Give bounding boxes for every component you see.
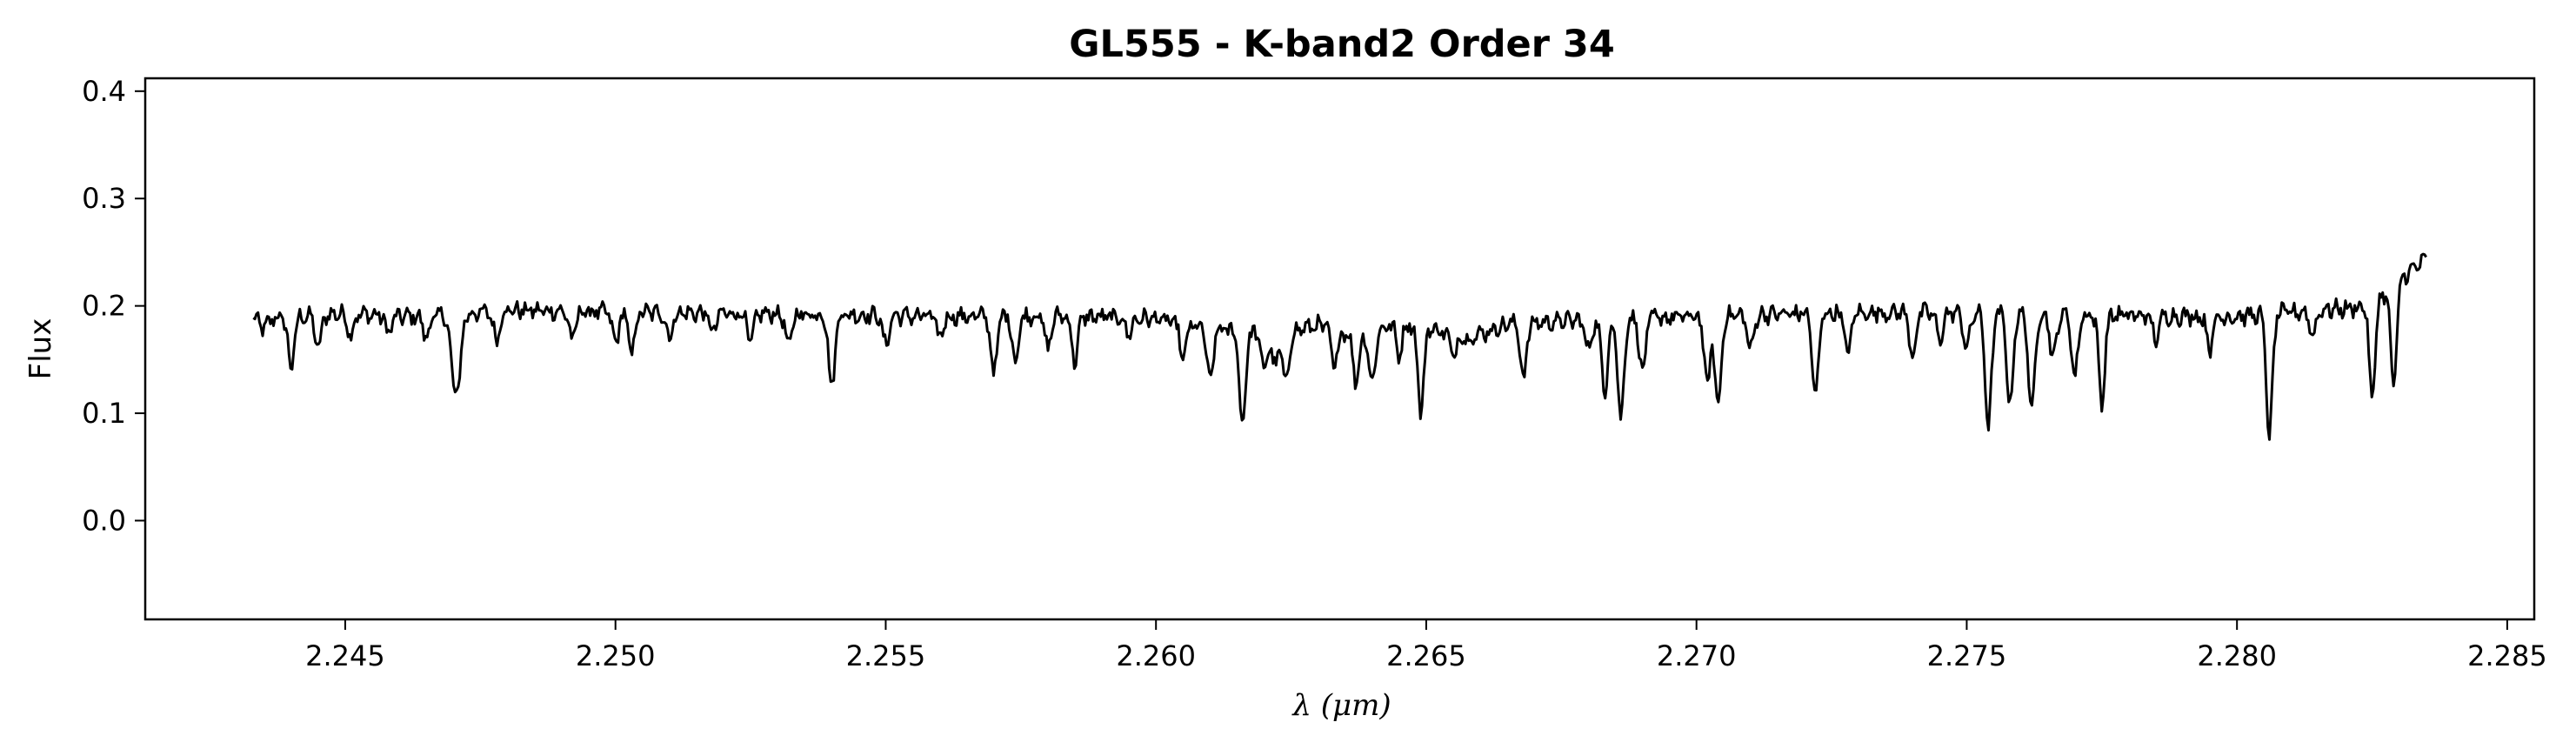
x-tick-label: 2.245 xyxy=(305,639,385,672)
x-tick-label: 2.250 xyxy=(576,639,656,672)
chart-title: GL555 - K-band2 Order 34 xyxy=(1069,23,1614,66)
x-axis-label: λ (μm) xyxy=(1291,688,1391,723)
x-tick-label: 2.260 xyxy=(1116,639,1196,672)
plot-area xyxy=(252,252,2427,441)
y-axis: 0.0 0.1 0.2 0.3 0.4 xyxy=(82,75,145,537)
axes-frame xyxy=(143,77,2536,621)
x-tick-label: 2.265 xyxy=(1386,639,1466,672)
x-axis: 2.245 2.250 2.255 2.260 2.265 2.270 2.275 2.280… xyxy=(305,619,2547,672)
y-tick-label: 0.3 xyxy=(82,182,126,215)
y-axis-label: Flux xyxy=(23,318,58,380)
y-tick-label: 0.1 xyxy=(82,397,126,430)
x-tick-label: 2.255 xyxy=(846,639,926,672)
flux-spectrum-line xyxy=(252,252,2427,441)
y-tick-label: 0.4 xyxy=(82,75,126,108)
x-tick-label: 2.275 xyxy=(1927,639,2007,672)
y-tick-label: 0.2 xyxy=(82,290,126,323)
x-tick-label: 2.270 xyxy=(1657,639,1737,672)
y-tick-label: 0.0 xyxy=(82,504,126,537)
x-tick-label: 2.285 xyxy=(2467,639,2547,672)
x-tick-label: 2.280 xyxy=(2197,639,2277,672)
